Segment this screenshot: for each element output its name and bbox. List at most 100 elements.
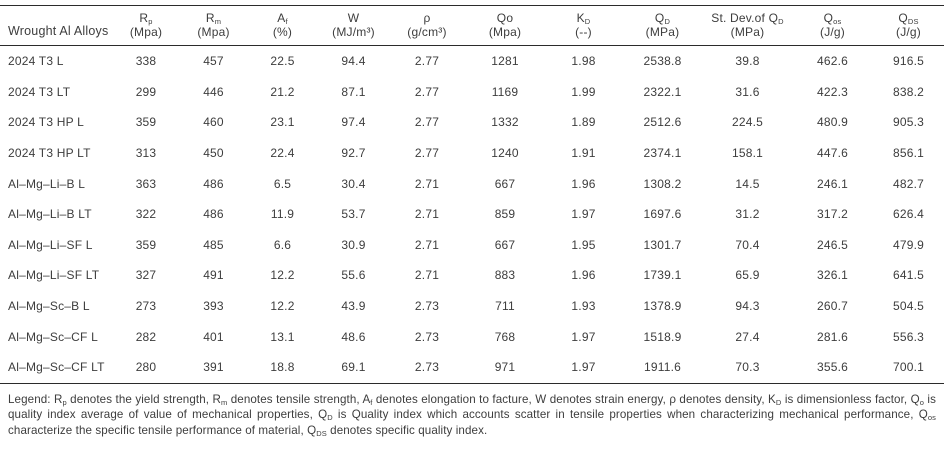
table-body: 2024 T3 L 338 457 22.5 94.4 2.77 1281 1.98 2538.… xyxy=(0,46,944,384)
table-row: 2024 T3 LT 299 446 21.2 87.1 2.77 1169 1.99 2322… xyxy=(0,77,944,108)
table-cell: 401 xyxy=(203,329,224,344)
column-symbol: QD xyxy=(654,11,671,26)
column-header-rm: Rm (Mpa) xyxy=(180,6,247,46)
table-cell: 6.5 xyxy=(273,176,292,191)
alloy-name: 2024 T3 LT xyxy=(8,84,71,99)
table-cell: 327 xyxy=(135,268,157,283)
column-symbol: ρ xyxy=(423,11,431,25)
table-cell: 53.7 xyxy=(341,207,366,222)
table-row: Al–Mg–Li–SF LT 327 491 12.2 55.6 2.71 883 1.96 1… xyxy=(0,260,944,291)
table-cell: 14.5 xyxy=(735,176,760,191)
column-symbol: QDS xyxy=(898,11,919,26)
table-cell: 1.93 xyxy=(571,299,596,314)
table-cell: 667 xyxy=(494,176,516,191)
table-cell: 338 xyxy=(135,54,157,69)
column-unit: (J/g) xyxy=(896,25,921,39)
table-cell: 299 xyxy=(135,84,157,99)
header-row: Wrought Al Alloys Rp (Mpa) Rm (Mpa) Af (… xyxy=(0,5,944,46)
column-symbol: Rm xyxy=(205,11,222,26)
table-cell: 2374.1 xyxy=(643,146,682,161)
table-cell: 246.5 xyxy=(816,237,849,252)
table-cell: 1378.9 xyxy=(643,299,682,314)
column-header-rho: ρ (g/cm³) xyxy=(389,6,465,46)
table-cell: 700.1 xyxy=(892,360,925,375)
table-cell: 224.5 xyxy=(731,115,764,130)
table-row: 2024 T3 HP L 359 460 23.1 97.4 2.77 1332 1.89 25… xyxy=(0,107,944,138)
table-cell: 641.5 xyxy=(892,268,925,283)
table-cell: 282 xyxy=(135,329,157,344)
page: Wrought Al Alloys Rp (Mpa) Rm (Mpa) Af (… xyxy=(0,5,944,438)
column-unit: (%) xyxy=(272,25,293,39)
table-cell: 667 xyxy=(494,237,516,252)
column-unit: (MPa) xyxy=(645,25,680,39)
alloy-name: Al–Mg–Li–B L xyxy=(8,176,86,191)
column-header-qo: Qo (Mpa) xyxy=(465,6,545,46)
table-cell: 491 xyxy=(203,268,224,283)
table-cell: 1.98 xyxy=(571,54,596,69)
table-cell: 1.97 xyxy=(571,329,596,344)
table-cell: 322 xyxy=(135,207,157,222)
table-cell: 23.1 xyxy=(270,115,295,130)
table-cell: 12.2 xyxy=(270,299,295,314)
table-cell: 905.3 xyxy=(892,115,925,130)
table-cell: 11.9 xyxy=(270,207,295,222)
table-cell: 317.2 xyxy=(816,207,849,222)
table-cell: 446 xyxy=(203,84,224,99)
table-cell: 1.89 xyxy=(571,115,596,130)
table-cell: 1.96 xyxy=(571,268,596,283)
column-unit: (g/cm³) xyxy=(407,25,447,39)
table-cell: 460 xyxy=(203,115,224,130)
table-cell: 48.6 xyxy=(341,329,366,344)
table-cell: 22.4 xyxy=(270,146,295,161)
column-symbol: W xyxy=(347,11,360,25)
table-row: Al–Mg–Li–B L 363 486 6.5 30.4 2.71 667 1.96 1308… xyxy=(0,168,944,199)
table-cell: 486 xyxy=(203,207,224,222)
table-cell: 447.6 xyxy=(816,146,849,161)
table-cell: 916.5 xyxy=(892,54,925,69)
table-cell: 2.71 xyxy=(414,207,440,222)
table-cell: 486 xyxy=(203,176,224,191)
table-cell: 1240 xyxy=(491,146,519,161)
alloy-properties-table: Wrought Al Alloys Rp (Mpa) Rm (Mpa) Af (… xyxy=(0,5,944,384)
alloy-name: Al–Mg–Sc–CF L xyxy=(8,329,98,344)
column-header-kd: KD (--) xyxy=(545,6,622,46)
table-cell: 13.1 xyxy=(270,329,295,344)
table-cell: 485 xyxy=(203,237,224,252)
table-row: Al–Mg–Sc–B L 273 393 12.2 43.9 2.73 711 1.93 137… xyxy=(0,291,944,322)
table-cell: 70.3 xyxy=(735,360,760,375)
table-cell: 92.7 xyxy=(341,146,366,161)
table-cell: 393 xyxy=(203,299,224,314)
table-cell: 480.9 xyxy=(816,115,849,130)
column-header-qd: QD (MPa) xyxy=(622,6,703,46)
table-cell: 2.73 xyxy=(414,360,440,375)
table-cell: 556.3 xyxy=(892,329,925,344)
alloy-name: Al–Mg–Li–SF LT xyxy=(8,268,100,283)
table-cell: 55.6 xyxy=(341,268,366,283)
table-cell: 363 xyxy=(135,176,157,191)
legend-text: Legend: Rp denotes the yield strength, R… xyxy=(8,392,937,438)
alloy-name: Al–Mg–Sc–CF LT xyxy=(8,360,105,375)
column-unit: (Mpa) xyxy=(197,25,230,39)
table-cell: 22.5 xyxy=(270,54,295,69)
column-symbol: KD xyxy=(576,11,591,26)
table-cell: 30.9 xyxy=(341,237,366,252)
table-cell: 883 xyxy=(494,268,516,283)
table-cell: 87.1 xyxy=(341,84,366,99)
table-cell: 18.8 xyxy=(270,360,295,375)
column-header-alloys: Wrought Al Alloys xyxy=(8,24,109,38)
table-cell: 2538.8 xyxy=(643,54,682,69)
table-cell: 1.96 xyxy=(571,176,596,191)
table-cell: 450 xyxy=(203,146,224,161)
table-cell: 21.2 xyxy=(270,84,295,99)
table-cell: 1911.6 xyxy=(643,360,681,375)
table-cell: 838.2 xyxy=(892,84,925,99)
table-cell: 971 xyxy=(494,360,516,375)
column-unit: (J/g) xyxy=(820,25,845,39)
alloy-name: Al–Mg–Sc–B L xyxy=(8,299,90,314)
table-cell: 2.73 xyxy=(414,329,440,344)
table-cell: 69.1 xyxy=(341,360,366,375)
table-cell: 94.3 xyxy=(735,299,760,314)
table-cell: 2.77 xyxy=(414,54,440,69)
column-symbol: Af xyxy=(277,11,288,26)
table-cell: 2.71 xyxy=(414,176,440,191)
